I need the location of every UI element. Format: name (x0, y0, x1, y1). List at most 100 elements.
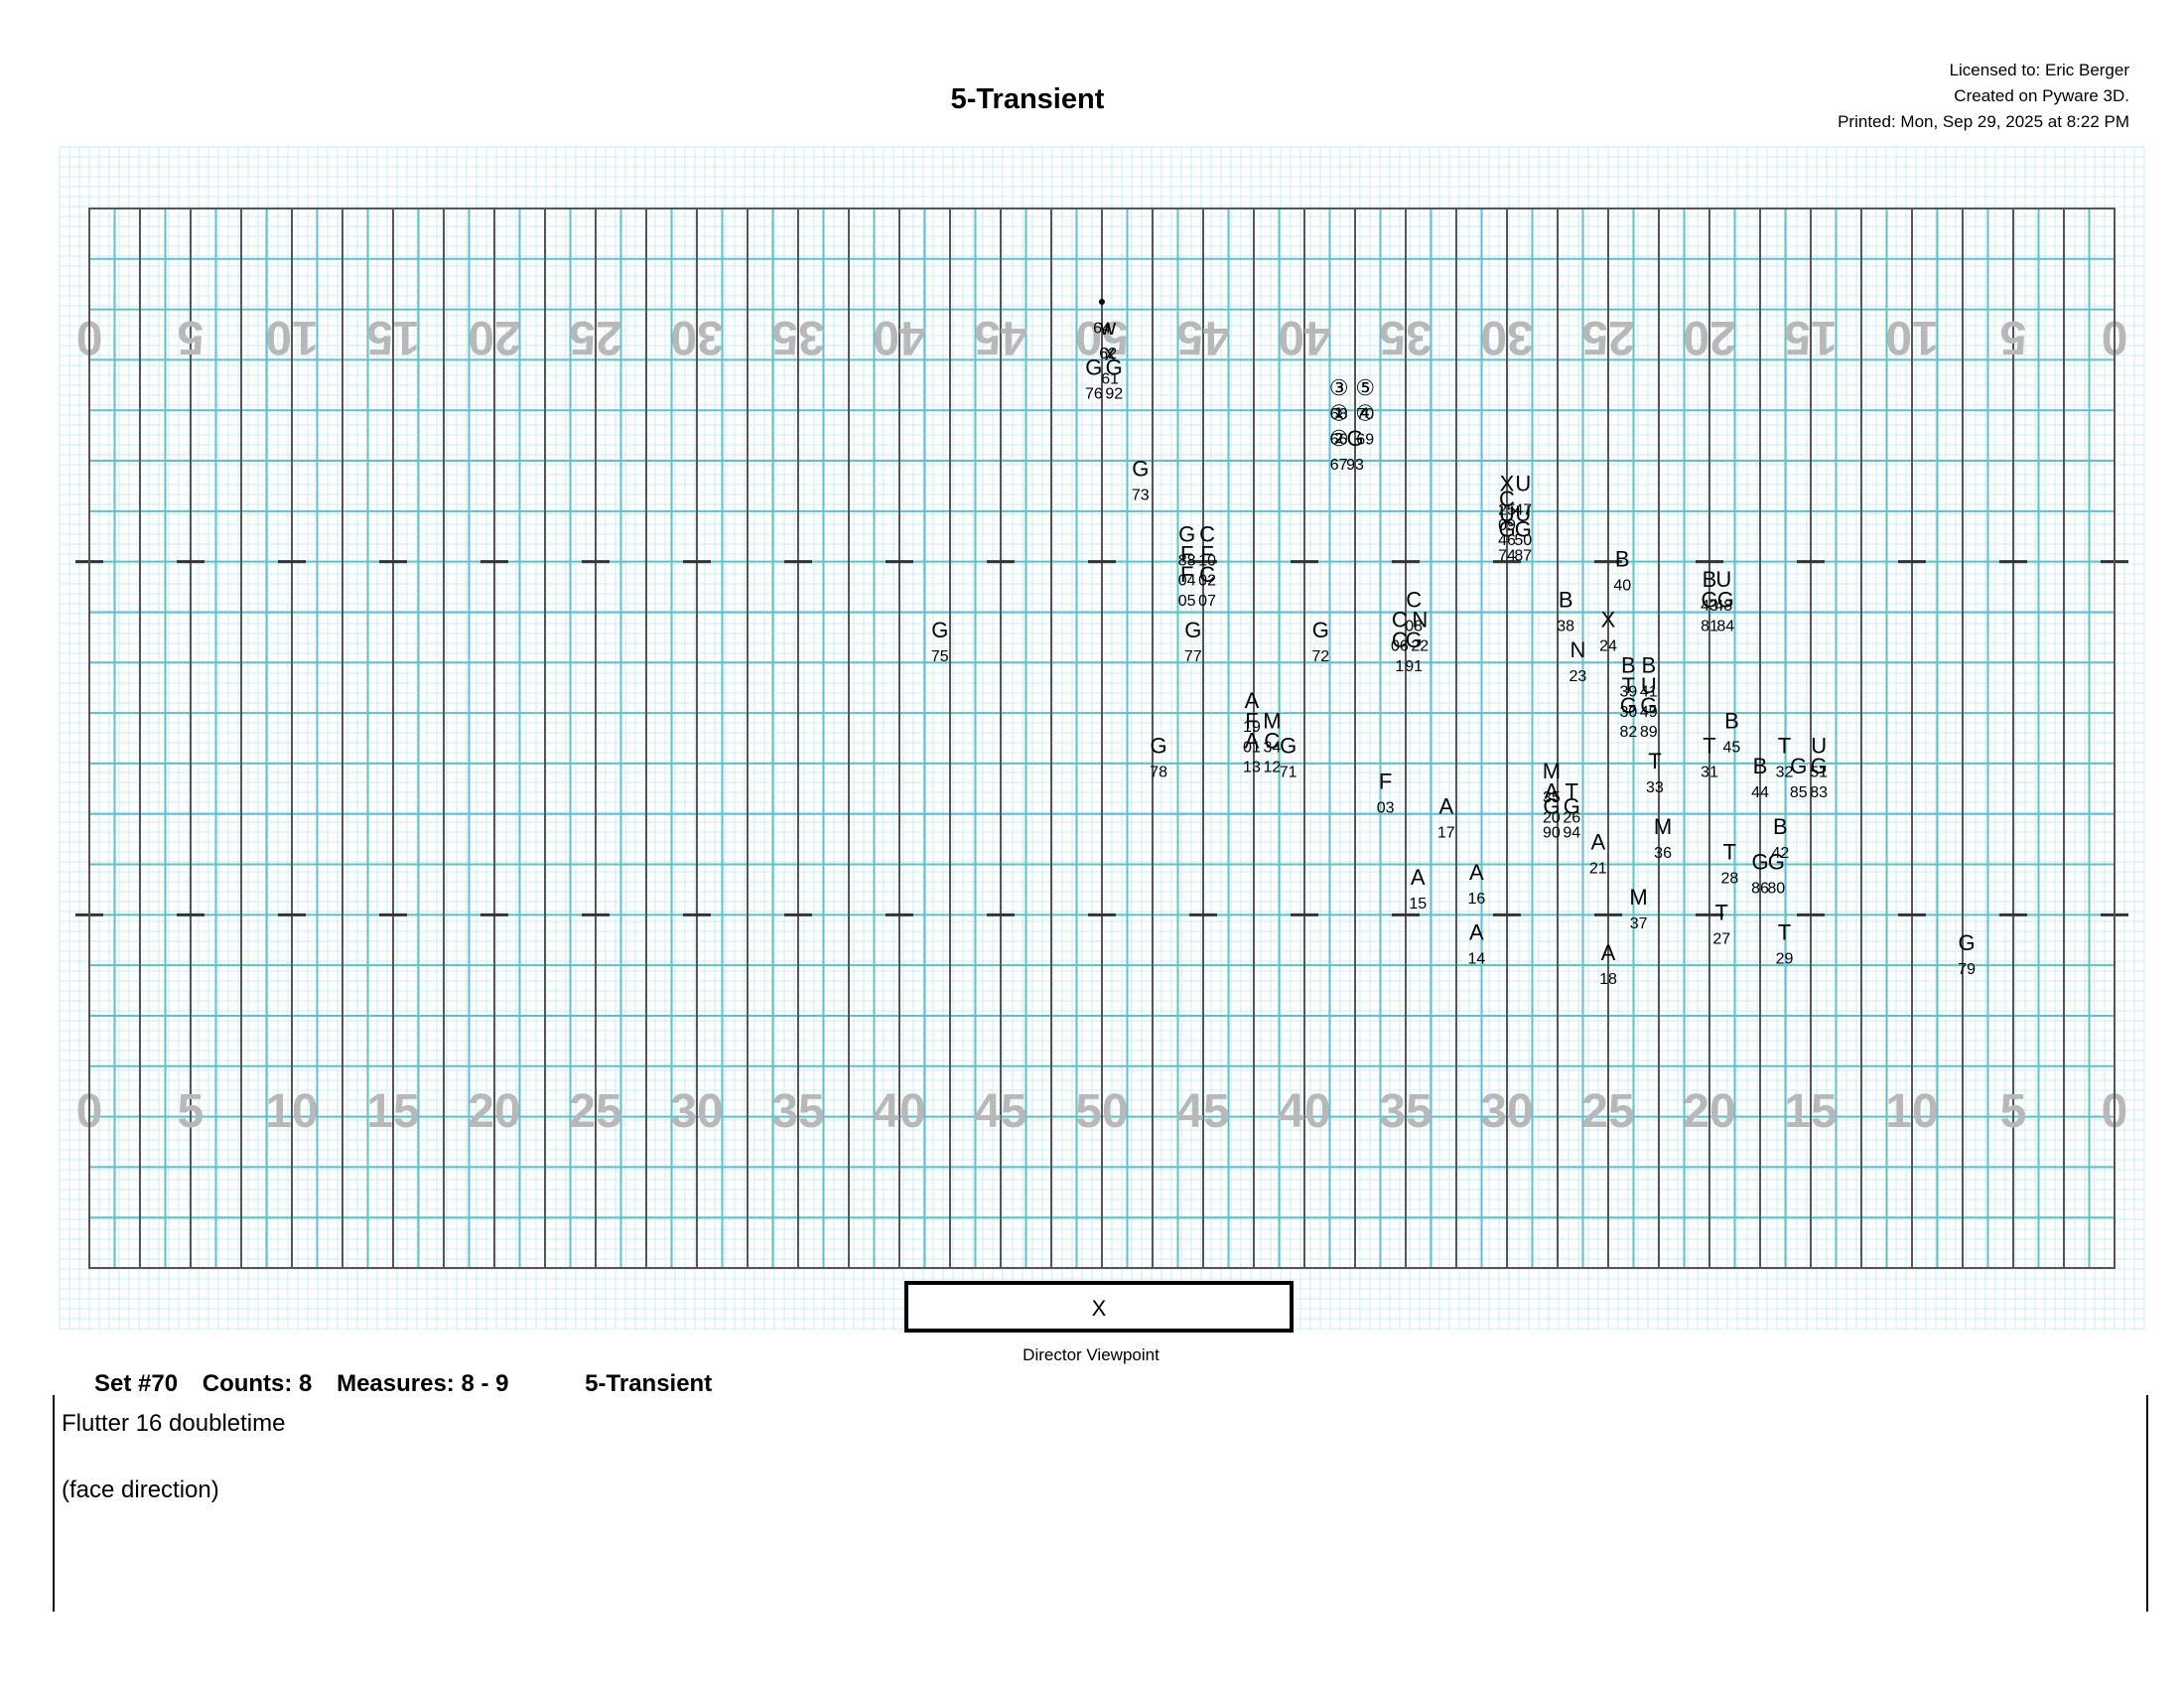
performer-symbol: C (1199, 521, 1215, 546)
yard-number: 30 (670, 1085, 723, 1138)
yard-number: 5 (2000, 311, 2027, 363)
performer-id: 25 (1498, 502, 1516, 519)
performer-id: 77 (1184, 648, 1202, 665)
performer-marker: G 73 (1132, 456, 1150, 503)
performer-symbol: M (1543, 759, 1561, 783)
performer-marker: G 82 (1620, 693, 1638, 741)
performer-marker: A 14 (1468, 920, 1486, 968)
director-viewpoint-label: Director Viewpoint (1023, 1345, 1160, 1364)
performer-id: 75 (931, 648, 949, 665)
yard-number: 20 (1683, 311, 1735, 363)
performer-marker: T 26 (1563, 778, 1580, 826)
performer-marker: T 31 (1701, 734, 1718, 781)
performer-symbol: G (931, 618, 948, 642)
performer-id: 39 (1620, 683, 1638, 700)
performer-marker: ⑤ 70 (1355, 375, 1375, 423)
performer-symbol: G (1768, 850, 1785, 875)
performer-id: 86 (1751, 881, 1769, 898)
performer-id: 42 (1772, 845, 1790, 862)
performer-marker: C06 (1391, 608, 1409, 655)
performer-id: 01 (1243, 739, 1261, 756)
performer-id: 48 (1714, 598, 1732, 615)
performer-marker: M 34 (1263, 708, 1281, 756)
performer-marker: M 37 (1629, 885, 1647, 932)
yard-number: 30 (1480, 1085, 1533, 1138)
performer-id: 44 (1751, 784, 1769, 801)
performer-marker: M 36 (1654, 814, 1672, 862)
performer-marker: G 86 (1751, 850, 1769, 898)
performer-marker: ① 66 (1329, 400, 1349, 448)
performer-symbol: G (1701, 587, 1717, 612)
performer-marker: w 62 (1099, 315, 1117, 362)
performer-symbol: G (1751, 850, 1768, 875)
performer-symbol: X (1601, 608, 1616, 633)
performer-id: 62 (1099, 346, 1117, 362)
performer-id: 34 (1263, 739, 1281, 756)
performer-marker: G 87 (1514, 516, 1532, 564)
performer-id: 67 (1330, 457, 1348, 474)
yard-number: 25 (1581, 311, 1634, 363)
yard-number: 5 (178, 311, 205, 363)
yard-number: 15 (366, 1085, 419, 1138)
yard-number: 45 (974, 1085, 1026, 1138)
performer-id: 87 (1514, 547, 1532, 564)
performer-marker: G 72 (1311, 618, 1329, 665)
yard-number: 35 (1379, 311, 1432, 363)
performer-marker: B 44 (1751, 754, 1769, 801)
performer-id: 93 (1346, 457, 1364, 474)
performer-id: 02 (1198, 573, 1216, 590)
yard-number: 5 (2000, 1085, 2027, 1138)
performer-marker: G 71 (1280, 734, 1297, 781)
performer-id: 70 (1356, 406, 1374, 423)
performer-marker: T 30 (1620, 673, 1638, 721)
performer-marker: G 88 (1178, 521, 1196, 569)
performer-id: 51 (1810, 765, 1828, 781)
performer-symbol: N (1412, 608, 1428, 633)
yard-number: 35 (771, 311, 824, 363)
performer-symbol: G (1085, 355, 1102, 380)
performer-symbol: G (1106, 355, 1123, 380)
performer-symbol: T (1703, 734, 1715, 759)
performer-id: 69 (1356, 431, 1374, 448)
performer-id: 03 (1377, 799, 1395, 816)
performer-symbol: ② (1329, 426, 1349, 451)
performer-id: 08 (1405, 618, 1423, 634)
performer-marker: G 90 (1543, 794, 1561, 842)
performer-id: 66 (1330, 431, 1348, 448)
performer-marker: T 32 (1776, 734, 1794, 781)
performer-id: 04 (1178, 573, 1196, 590)
performer-id: 76 (1085, 386, 1103, 403)
yard-number: 5 (178, 1085, 205, 1138)
yard-number: 45 (1176, 311, 1229, 363)
performer-marker: B 45 (1723, 708, 1741, 756)
performer-marker: B 42 (1772, 814, 1790, 862)
performer-symbol: B (1559, 587, 1573, 612)
performer-id: 31 (1701, 765, 1718, 781)
performer-id: 15 (1409, 896, 1427, 913)
yard-number: 35 (771, 1085, 824, 1138)
performer-symbol: G (1811, 754, 1828, 778)
performer-marker: G 78 (1150, 734, 1167, 781)
performer-marker: T 28 (1721, 839, 1739, 887)
performer-symbol: B (1615, 547, 1630, 572)
director-box-label: X (1092, 1296, 1107, 1321)
performer-id: 94 (1563, 825, 1580, 842)
yard-number: 30 (1480, 311, 1533, 363)
performer-marker: G 94 (1563, 794, 1580, 842)
yard-number: 20 (468, 311, 520, 363)
performer-marker: T 27 (1712, 900, 1730, 947)
performer-symbol: N (1570, 637, 1585, 662)
performer-id: 74 (1498, 547, 1516, 564)
performer-marker: C 08 (1405, 587, 1423, 634)
yard-number: 45 (1176, 1085, 1229, 1138)
performer-id: 13 (1243, 760, 1261, 776)
performer-symbol: A (1245, 688, 1260, 713)
performer-id: 41 (1640, 683, 1658, 700)
performer-symbol: G (1640, 693, 1657, 718)
page-title: 5-Transient (950, 83, 1105, 115)
performer-id: 84 (1716, 618, 1734, 634)
performer-symbol: U (1715, 567, 1731, 592)
performer-id: 61 (1101, 370, 1119, 387)
performer-marker: U 48 (1714, 567, 1732, 615)
